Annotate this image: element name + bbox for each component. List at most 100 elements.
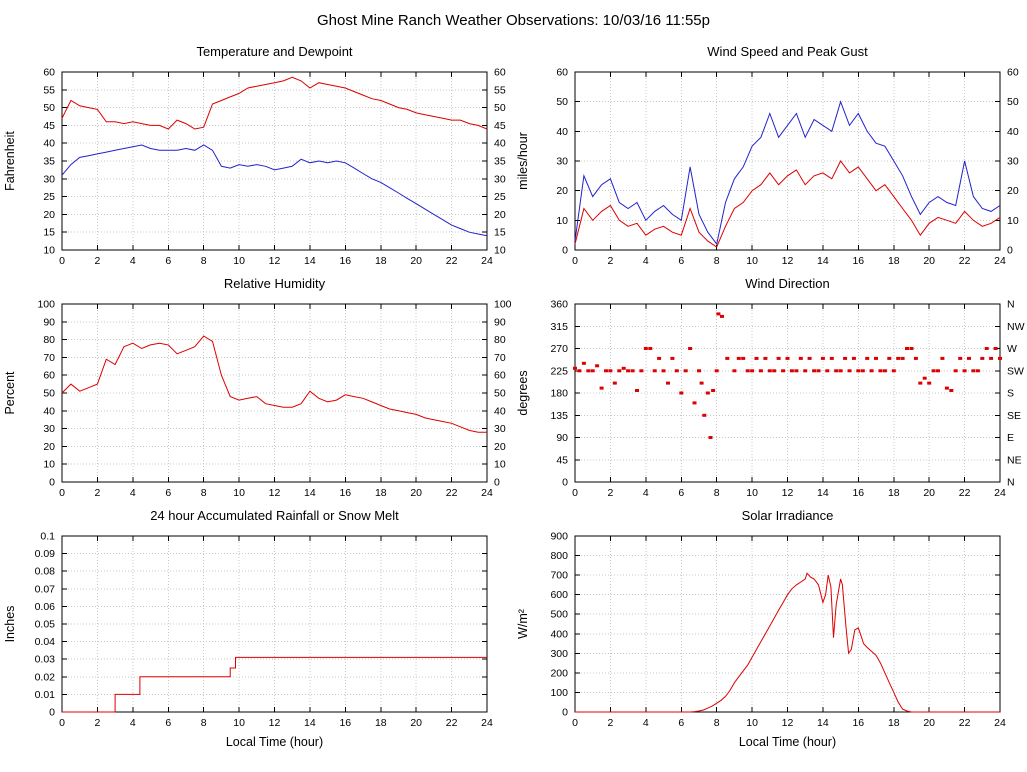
svg-text:0: 0 bbox=[562, 707, 568, 719]
svg-text:Local Time (hour): Local Time (hour) bbox=[226, 735, 323, 749]
chart-temperature-dewpoint: Temperature and Dewpoint 0 2 4 6 8 10 12 14 16 18… bbox=[0, 42, 513, 274]
svg-text:18: 18 bbox=[888, 717, 900, 729]
svg-text:W: W bbox=[1007, 343, 1017, 355]
svg-text:10: 10 bbox=[233, 487, 245, 499]
svg-text:50: 50 bbox=[494, 102, 506, 114]
svg-text:8: 8 bbox=[714, 487, 720, 499]
svg-text:4: 4 bbox=[643, 717, 649, 729]
svg-text:16: 16 bbox=[852, 717, 864, 729]
chart-title-wind-direction: Wind Direction bbox=[745, 276, 830, 291]
svg-text:0.04: 0.04 bbox=[35, 636, 56, 648]
svg-text:0.06: 0.06 bbox=[35, 601, 56, 613]
svg-text:0.01: 0.01 bbox=[35, 689, 56, 701]
svg-text:10: 10 bbox=[556, 215, 568, 227]
svg-text:12: 12 bbox=[782, 255, 794, 267]
svg-text:10: 10 bbox=[746, 255, 758, 267]
svg-text:80: 80 bbox=[494, 334, 506, 346]
svg-text:300: 300 bbox=[550, 648, 568, 660]
svg-text:50: 50 bbox=[556, 96, 568, 108]
svg-text:0.1: 0.1 bbox=[40, 531, 55, 543]
svg-text:225: 225 bbox=[550, 365, 568, 377]
svg-text:0: 0 bbox=[49, 707, 55, 719]
svg-text:4: 4 bbox=[643, 487, 649, 499]
svg-text:0: 0 bbox=[494, 477, 500, 489]
svg-text:0.07: 0.07 bbox=[35, 583, 56, 595]
svg-text:SW: SW bbox=[1007, 365, 1024, 377]
svg-text:700: 700 bbox=[550, 570, 568, 582]
chart-wind-speed-gust: Wind Speed and Peak Gust 0 2 4 6 8 10 12 14 16 18… bbox=[513, 42, 1026, 274]
svg-text:35: 35 bbox=[494, 156, 506, 168]
svg-text:55: 55 bbox=[43, 84, 55, 96]
chart-relative-humidity: Relative Humidity 0 2 4 6 8 10 12 14 16 18 20 22 24 0… bbox=[0, 274, 513, 506]
svg-text:22: 22 bbox=[959, 717, 971, 729]
svg-text:20: 20 bbox=[494, 209, 506, 221]
svg-text:6: 6 bbox=[165, 255, 171, 267]
svg-text:0: 0 bbox=[562, 477, 568, 489]
svg-text:2: 2 bbox=[607, 255, 613, 267]
svg-text:0: 0 bbox=[562, 245, 568, 257]
svg-text:800: 800 bbox=[550, 550, 568, 562]
svg-text:10: 10 bbox=[43, 245, 55, 257]
svg-text:20: 20 bbox=[43, 441, 55, 453]
chart-wind-direction: Wind Direction 0 2 4 6 8 10 12 14 16 18 20 22 24 0 N 45… bbox=[513, 274, 1026, 506]
svg-text:0: 0 bbox=[572, 717, 578, 729]
svg-text:20: 20 bbox=[556, 185, 568, 197]
svg-text:0.09: 0.09 bbox=[35, 548, 56, 560]
svg-text:20: 20 bbox=[923, 255, 935, 267]
svg-text:22: 22 bbox=[959, 255, 971, 267]
svg-text:14: 14 bbox=[304, 255, 316, 267]
chart-canvas: 0 2 4 6 8 10 12 14 16 18 20 22 2400.010.020.030.040.… bbox=[3, 531, 493, 750]
svg-text:55: 55 bbox=[494, 84, 506, 96]
svg-text:30: 30 bbox=[43, 423, 55, 435]
svg-text:60: 60 bbox=[494, 370, 506, 382]
svg-text:25: 25 bbox=[494, 191, 506, 203]
svg-text:100: 100 bbox=[37, 299, 55, 311]
svg-text:50: 50 bbox=[494, 388, 506, 400]
svg-text:22: 22 bbox=[446, 487, 458, 499]
svg-text:14: 14 bbox=[817, 487, 829, 499]
svg-text:40: 40 bbox=[43, 405, 55, 417]
svg-text:16: 16 bbox=[339, 717, 351, 729]
svg-text:12: 12 bbox=[782, 487, 794, 499]
svg-text:20: 20 bbox=[494, 441, 506, 453]
svg-text:24: 24 bbox=[481, 487, 493, 499]
svg-text:12: 12 bbox=[269, 487, 281, 499]
svg-text:400: 400 bbox=[550, 628, 568, 640]
svg-text:40: 40 bbox=[494, 138, 506, 150]
svg-text:14: 14 bbox=[817, 717, 829, 729]
svg-text:24: 24 bbox=[994, 255, 1006, 267]
svg-text:40: 40 bbox=[494, 405, 506, 417]
svg-text:50: 50 bbox=[1007, 96, 1019, 108]
svg-text:4: 4 bbox=[130, 717, 136, 729]
svg-text:600: 600 bbox=[550, 589, 568, 601]
svg-text:8: 8 bbox=[201, 487, 207, 499]
svg-text:22: 22 bbox=[959, 487, 971, 499]
svg-text:18: 18 bbox=[888, 487, 900, 499]
chart-title-solar-irradiance: Solar Irradiance bbox=[741, 508, 834, 523]
svg-text:18: 18 bbox=[375, 487, 387, 499]
svg-text:24: 24 bbox=[994, 717, 1006, 729]
svg-text:0: 0 bbox=[59, 487, 65, 499]
svg-text:22: 22 bbox=[446, 255, 458, 267]
svg-text:4: 4 bbox=[130, 255, 136, 267]
svg-text:6: 6 bbox=[678, 487, 684, 499]
wind-direction-plot: 0 2 4 6 8 10 12 14 16 18 20 22 24 0 N 45 NE 90 E 135 SE 180 S 2… bbox=[513, 294, 1026, 506]
svg-text:4: 4 bbox=[643, 255, 649, 267]
svg-text:16: 16 bbox=[339, 255, 351, 267]
svg-text:E: E bbox=[1007, 432, 1014, 444]
svg-text:45: 45 bbox=[556, 454, 568, 466]
svg-text:18: 18 bbox=[375, 717, 387, 729]
svg-text:10: 10 bbox=[746, 487, 758, 499]
svg-text:20: 20 bbox=[43, 209, 55, 221]
temperature-dewpoint-plot: 0 2 4 6 8 10 12 14 16 18 20 22 24 10 10 15 15 20 20 25 25 30 3… bbox=[0, 62, 513, 274]
svg-text:30: 30 bbox=[494, 423, 506, 435]
svg-text:20: 20 bbox=[1007, 185, 1019, 197]
charts-grid: Temperature and Dewpoint 0 2 4 6 8 10 12 14 16 18… bbox=[0, 42, 1027, 756]
svg-text:degrees: degrees bbox=[516, 370, 530, 415]
svg-text:70: 70 bbox=[494, 352, 506, 364]
svg-text:10: 10 bbox=[494, 245, 506, 257]
svg-text:0: 0 bbox=[59, 717, 65, 729]
